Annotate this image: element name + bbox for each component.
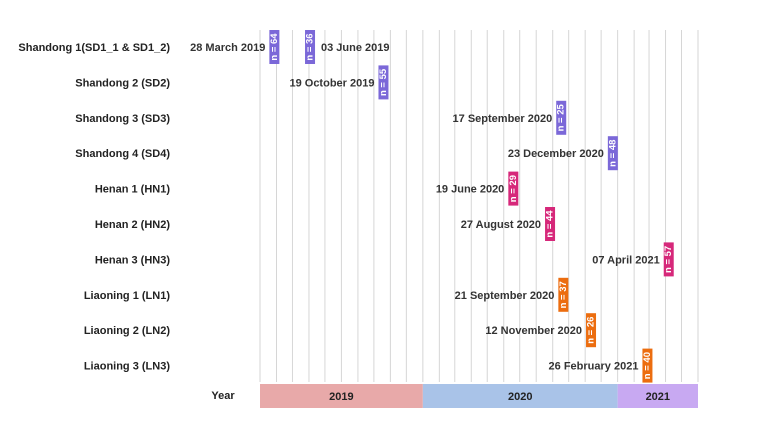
sample-bar [586, 313, 597, 348]
sample-bar [305, 30, 316, 64]
sampling-event: n = 64 28 March 2019 [190, 30, 280, 64]
site-labels: Shandong 1(SD1_1 & SD1_2) Shandong 2 (SD2… [18, 42, 170, 373]
site-label: Henan 1 (HN1) [95, 184, 171, 196]
year-axis-label: Year [211, 390, 235, 402]
sample-size-label: n = 25 [556, 103, 567, 131]
date-label: 26 February 2021 [549, 361, 639, 373]
sample-bar [545, 207, 556, 241]
year-axis: Year 2019 2020 2021 [211, 384, 698, 408]
date-label: 17 September 2020 [453, 113, 553, 125]
month-gridlines [259, 30, 699, 382]
sample-size-label: n = 40 [642, 352, 653, 379]
site-label: Shandong 3 (SD3) [75, 113, 170, 125]
sampling-event: n = 26 12 November 2020 [485, 313, 597, 348]
sample-bar [508, 171, 519, 206]
site-label: Shandong 2 (SD2) [75, 77, 170, 89]
site-label: Shandong 4 (SD4) [75, 148, 170, 160]
sample-bar [556, 100, 567, 135]
sample-bar [663, 242, 674, 277]
site-label: Liaoning 1 (LN1) [84, 290, 171, 302]
sampling-event: n = 44 27 August 2020 [461, 207, 556, 241]
sample-size-label: n = 37 [558, 281, 569, 308]
year-band-2019 [260, 384, 423, 408]
sampling-event: n = 57 07 April 2021 [592, 242, 674, 277]
sample-size-label: n = 64 [269, 33, 280, 61]
year-label: 2021 [646, 391, 670, 403]
year-label: 2019 [329, 391, 353, 403]
date-label: 19 June 2020 [436, 184, 505, 196]
sample-bar [642, 348, 653, 383]
sample-bar [269, 30, 280, 64]
date-label: 23 December 2020 [508, 148, 604, 160]
site-label: Henan 3 (HN3) [95, 254, 171, 266]
sampling-event: n = 55 19 October 2019 [289, 65, 389, 100]
year-band-2020 [422, 384, 618, 408]
date-label: 03 June 2019 [321, 42, 390, 54]
date-label: 21 September 2020 [455, 290, 555, 302]
date-label: 28 March 2019 [190, 42, 265, 54]
sample-bar [378, 65, 389, 100]
sample-bar [558, 277, 569, 312]
sample-size-label: n = 55 [378, 68, 389, 96]
sample-size-label: n = 29 [508, 175, 519, 202]
sampling-event: n = 36 03 June 2019 [305, 30, 390, 64]
date-label: 07 April 2021 [592, 254, 659, 266]
year-label: 2020 [508, 391, 532, 403]
sample-size-label: n = 44 [545, 210, 556, 238]
sample-size-label: n = 36 [305, 33, 316, 60]
date-label: 27 August 2020 [461, 219, 541, 231]
sample-size-label: n = 48 [607, 140, 618, 167]
site-label: Liaoning 2 (LN2) [84, 325, 171, 337]
site-label: Henan 2 (HN2) [95, 219, 171, 231]
sample-size-label: n = 26 [586, 317, 597, 344]
date-label: 19 October 2019 [289, 77, 374, 89]
site-label: Shandong 1(SD1_1 & SD1_2) [18, 42, 170, 54]
sample-size-label: n = 57 [663, 246, 674, 273]
year-band-2021 [617, 384, 698, 408]
site-label: Liaoning 3 (LN3) [84, 361, 171, 373]
sample-bar [607, 136, 618, 171]
date-label: 12 November 2020 [485, 325, 582, 337]
